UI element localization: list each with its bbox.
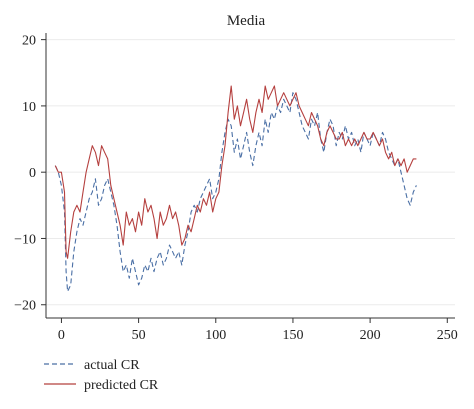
x-tick-label-1: 50: [132, 328, 146, 343]
x-tick-label-4: 200: [360, 328, 381, 343]
x-tick-label-5: 250: [437, 328, 458, 343]
chart-title: Media: [227, 13, 266, 29]
y-tick-label-4: −20: [14, 299, 36, 314]
y-tick-label-2: 0: [29, 166, 36, 181]
y-tick-label-3: −10: [14, 232, 36, 247]
y-tick-label-0: 20: [22, 34, 36, 49]
series-lines: [54, 85, 417, 293]
axes: [45, 33, 455, 319]
series-line-predicted-cr: [54, 85, 417, 259]
series-line-actual-cr: [54, 92, 417, 293]
legend-label-predicted-cr: predicted CR: [84, 378, 159, 393]
y-axis-ticks: 20 10 0 −10 −20: [14, 34, 46, 314]
x-tick-label-0: 0: [58, 328, 65, 343]
x-axis-ticks: 0 50 100 150 200 250: [58, 318, 458, 343]
x-tick-label-3: 150: [282, 328, 303, 343]
legend-label-actual-cr: actual CR: [84, 358, 140, 373]
y-tick-label-1: 10: [22, 100, 36, 115]
legend: actual CR predicted CR: [44, 358, 159, 393]
x-tick-label-2: 100: [205, 328, 226, 343]
gridlines: [46, 39, 455, 306]
